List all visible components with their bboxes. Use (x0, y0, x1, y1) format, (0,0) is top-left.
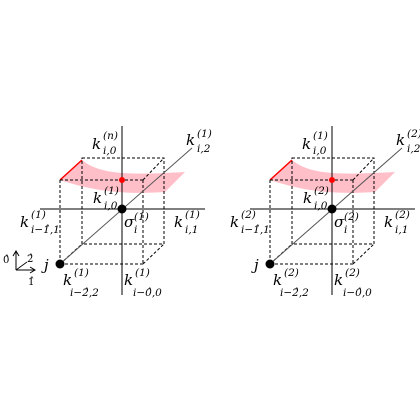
label-k-top-right: k (1) i,2 (186, 128, 212, 155)
label-k-center: k (1) i,0 (93, 185, 119, 212)
label-sigma: σ (1) i (124, 211, 149, 236)
label-j: j (41, 256, 49, 274)
svg-text:i,2: i,2 (197, 143, 211, 155)
svg-text:i,0: i,0 (313, 145, 327, 157)
label-k-top-right: k (2) i,2 (396, 128, 420, 155)
svg-text:i,2: i,2 (407, 143, 420, 155)
label-k-bottom-left: k (2) i−2̂,2 (273, 267, 309, 299)
axis-one-label: 1̂ (28, 277, 34, 288)
svg-text:i,1: i,1 (395, 224, 408, 236)
svg-text:k: k (302, 135, 311, 153)
svg-text:(1): (1) (313, 130, 328, 142)
panel-right: k (1) i,0 k (2) i,2 k (2) i,0 k (2) i−1̂… (230, 126, 420, 299)
svg-text:i,1: i,1 (185, 224, 198, 236)
svg-text:k: k (334, 271, 343, 289)
label-j: j (251, 256, 259, 274)
axis-legend: 0̂ 2̂ 1̂ (3, 250, 36, 288)
panel-left: k (n) i,0 k (1) i,2 k (1) i,0 k (1) i−1̂… (20, 126, 212, 299)
svg-text:(1): (1) (197, 128, 212, 140)
svg-text:(2): (2) (395, 209, 410, 221)
svg-text:k: k (20, 213, 29, 231)
svg-text:k: k (384, 213, 393, 231)
svg-text:(n): (n) (103, 130, 118, 142)
label-k-top-left: k (n) i,0 (92, 130, 118, 157)
red-vertex-dot (119, 177, 125, 183)
svg-text:(1): (1) (31, 209, 46, 221)
j-vertex-dot (55, 259, 65, 269)
svg-text:k: k (230, 213, 239, 231)
svg-text:k: k (93, 189, 102, 207)
svg-text:i,0: i,0 (103, 145, 117, 157)
svg-text:k: k (174, 213, 183, 231)
svg-text:i,0: i,0 (314, 200, 328, 212)
svg-text:i−2̂,2: i−2̂,2 (70, 287, 99, 299)
svg-text:(2): (2) (345, 267, 360, 279)
svg-text:i−0̂,0: i−0̂,0 (343, 287, 372, 299)
svg-text:i−0̂,0: i−0̂,0 (133, 287, 162, 299)
diagonal-axis (269, 147, 403, 265)
svg-text:i−1̂,1: i−1̂,1 (241, 224, 270, 236)
axis-zero-label: 0̂ (3, 255, 9, 266)
svg-text:i−1̂,1: i−1̂,1 (31, 224, 60, 236)
svg-text:i−2̂,2: i−2̂,2 (280, 287, 309, 299)
svg-text:k: k (92, 135, 101, 153)
svg-text:k: k (63, 271, 72, 289)
label-k-center: k (2) i,0 (303, 185, 329, 212)
label-k-right: k (2) i,1 (384, 209, 410, 236)
label-k-left: k (1) i−1̂,1 (20, 209, 60, 236)
center-vertex-dot (327, 204, 337, 214)
label-k-left: k (2) i−1̂,1 (230, 209, 270, 236)
svg-text:(2): (2) (344, 211, 359, 223)
label-k-bottom-mid: k (1) i−0̂,0 (124, 267, 162, 299)
label-k-right: k (1) i,1 (174, 209, 200, 236)
dashed-cube (269, 157, 375, 265)
label-k-top-left: k (1) i,0 (302, 130, 328, 157)
svg-text:k: k (273, 271, 282, 289)
svg-text:k: k (396, 131, 405, 149)
red-vertex-dot (329, 177, 335, 183)
label-k-bottom-mid: k (2) i−0̂,0 (334, 267, 372, 299)
svg-text:(1): (1) (74, 267, 89, 279)
svg-text:(2): (2) (241, 209, 256, 221)
axis-two-label: 2̂ (27, 254, 33, 265)
svg-text:i: i (134, 224, 137, 236)
svg-text:(2): (2) (284, 267, 299, 279)
svg-text:k: k (303, 189, 312, 207)
svg-text:(1): (1) (104, 185, 119, 197)
label-sigma: σ (2) i (334, 211, 359, 236)
svg-text:(2): (2) (314, 185, 329, 197)
svg-text:(1): (1) (185, 209, 200, 221)
svg-text:σ: σ (334, 213, 345, 231)
dashed-cube (59, 157, 165, 265)
band-edge (59, 159, 83, 181)
diagonal-axis (59, 147, 193, 265)
center-vertex-dot (117, 204, 127, 214)
svg-text:k: k (186, 131, 195, 149)
band-edge (269, 159, 293, 181)
svg-text:k: k (124, 271, 133, 289)
svg-text:i: i (344, 224, 347, 236)
svg-text:σ: σ (124, 213, 135, 231)
svg-text:(1): (1) (135, 267, 150, 279)
svg-text:(1): (1) (134, 211, 149, 223)
svg-text:(2): (2) (407, 128, 420, 140)
svg-text:i,0: i,0 (104, 200, 118, 212)
j-vertex-dot (265, 259, 275, 269)
axis-two-arrow (15, 261, 28, 271)
label-k-bottom-left: k (1) i−2̂,2 (63, 267, 99, 299)
